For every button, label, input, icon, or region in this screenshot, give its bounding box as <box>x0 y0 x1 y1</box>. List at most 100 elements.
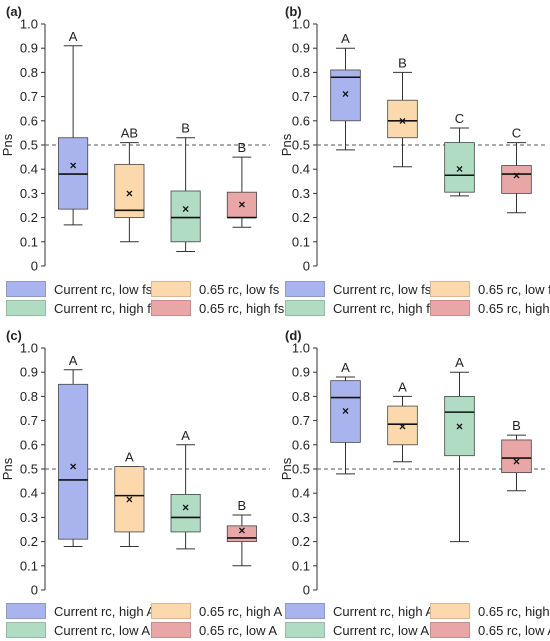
significance-letter: C <box>455 111 464 126</box>
y-tick-label: 0.5 <box>292 462 310 477</box>
legend-label: Current rc, low A <box>333 622 430 638</box>
y-tick-label: 0.7 <box>20 413 38 428</box>
mean-marker: × <box>342 404 349 418</box>
legend-item: Current rc, high fs <box>6 300 157 316</box>
y-tick-label: 0.2 <box>292 534 310 549</box>
legend-swatch-red <box>151 300 191 316</box>
panel-label-d: (d) <box>285 328 302 343</box>
box-green <box>170 190 201 243</box>
legend-label: 0.65 rc, low fs <box>478 281 550 297</box>
significance-letter: A <box>69 353 78 368</box>
mean-marker: × <box>70 159 77 173</box>
legend-label: 0.65 rc, low A <box>199 622 278 638</box>
significance-letter: B <box>181 121 190 136</box>
y-tick-label: 0.8 <box>20 65 38 80</box>
box-blue <box>330 69 361 122</box>
legend-label: Current rc, high A <box>54 603 156 619</box>
panel-label-c: (c) <box>6 328 22 343</box>
y-tick-label: 0.9 <box>20 41 38 56</box>
y-tick-label: 0.8 <box>20 389 38 404</box>
y-tick-label: 0.5 <box>20 138 38 153</box>
box-orange <box>387 99 418 139</box>
y-axis-label: Pns <box>279 457 294 480</box>
mean-marker: × <box>238 197 245 211</box>
y-tick-label: 0.1 <box>20 234 38 249</box>
y-tick-label: 0.4 <box>20 162 38 177</box>
legend-label: 0.65 rc, low fs <box>199 281 280 297</box>
y-tick-label: 0 <box>303 259 310 274</box>
y-tick-label: 0.3 <box>292 510 310 525</box>
y-tick-label: 1.0 <box>292 17 310 32</box>
y-tick-label: 0 <box>31 259 38 274</box>
y-tick-label: 0 <box>31 583 38 598</box>
box-green <box>444 396 475 457</box>
legend-swatch-blue <box>6 603 46 619</box>
mean-marker: × <box>456 420 463 434</box>
legend-b: Current rc, low fs 0.65 rc, low fs Curre… <box>285 281 550 316</box>
box-blue <box>58 383 89 540</box>
legend-label: Current rc, high A <box>333 603 435 619</box>
mean-marker: × <box>70 460 77 474</box>
y-tick-label: 0.1 <box>292 558 310 573</box>
y-tick-label: 0.4 <box>20 486 38 501</box>
legend-swatch-green <box>285 300 325 316</box>
mean-marker: × <box>399 114 406 128</box>
legend-c: Current rc, high A 0.65 rc, high A Curre… <box>6 603 282 638</box>
legend-item: 0.65 rc, high A <box>430 603 550 619</box>
significance-letter: A <box>341 360 350 375</box>
legend-label: 0.65 rc, low A <box>478 622 550 638</box>
box-red <box>501 439 532 474</box>
significance-letter: A <box>398 379 407 394</box>
y-tick-label: 0.8 <box>292 389 310 404</box>
significance-letter: A <box>341 31 350 46</box>
legend-swatch-orange <box>430 281 470 297</box>
legend-swatch-green <box>6 622 46 638</box>
box-blue <box>330 380 361 443</box>
box-green <box>170 494 201 533</box>
legend-d: Current rc, high A 0.65 rc, high A Curre… <box>285 603 550 638</box>
y-tick-label: 0.6 <box>20 437 38 452</box>
legend-swatch-blue <box>6 281 46 297</box>
legend-swatch-red <box>151 622 191 638</box>
mean-marker: × <box>513 168 520 182</box>
y-tick-label: 0.5 <box>20 462 38 477</box>
significance-letter: A <box>125 450 134 465</box>
significance-letter: B <box>398 55 407 70</box>
legend-label: Current rc, low A <box>54 622 151 638</box>
legend-item: 0.65 rc, high fs <box>430 300 550 316</box>
legend-item: Current rc, high A <box>285 603 434 619</box>
legend-swatch-orange <box>151 281 191 297</box>
legend-swatch-blue <box>285 281 325 297</box>
legend-item: 0.65 rc, high fs <box>151 300 284 316</box>
legend-label: 0.65 rc, high fs <box>478 300 550 316</box>
significance-letter: A <box>181 428 190 443</box>
box-orange <box>114 163 145 219</box>
legend-a: Current rc, low fs 0.65 rc, low fs Curre… <box>6 281 284 316</box>
y-tick-label: 0.3 <box>20 186 38 201</box>
legend-label: 0.65 rc, high A <box>478 603 550 619</box>
legend-swatch-orange <box>430 603 470 619</box>
mean-marker: × <box>342 87 349 101</box>
y-tick-label: 0.4 <box>292 486 310 501</box>
legend-item: 0.65 rc, low A <box>151 622 277 638</box>
y-tick-label: 0.7 <box>20 89 38 104</box>
y-tick-label: 0.1 <box>20 558 38 573</box>
legend-item: 0.65 rc, low A <box>430 622 550 638</box>
y-tick-label: 0.2 <box>292 210 310 225</box>
mean-marker: × <box>182 501 189 515</box>
legend-label: Current rc, low fs <box>333 281 432 297</box>
panel-label-b: (b) <box>285 4 302 19</box>
y-tick-label: 0.4 <box>292 162 310 177</box>
legend-label: 0.65 rc, high fs <box>199 300 285 316</box>
legend-swatch-red <box>430 300 470 316</box>
mean-marker: × <box>126 186 133 200</box>
y-tick-label: 1.0 <box>20 341 38 356</box>
mean-marker: × <box>182 202 189 216</box>
legend-item: Current rc, low fs <box>285 281 431 297</box>
y-tick-label: 0.6 <box>20 113 38 128</box>
legend-item: Current rc, low fs <box>6 281 152 297</box>
panel-label-a: (a) <box>6 4 22 19</box>
legend-label: Current rc, low fs <box>54 281 153 297</box>
legend-item: Current rc, low A <box>6 622 150 638</box>
y-tick-label: 0.2 <box>20 534 38 549</box>
